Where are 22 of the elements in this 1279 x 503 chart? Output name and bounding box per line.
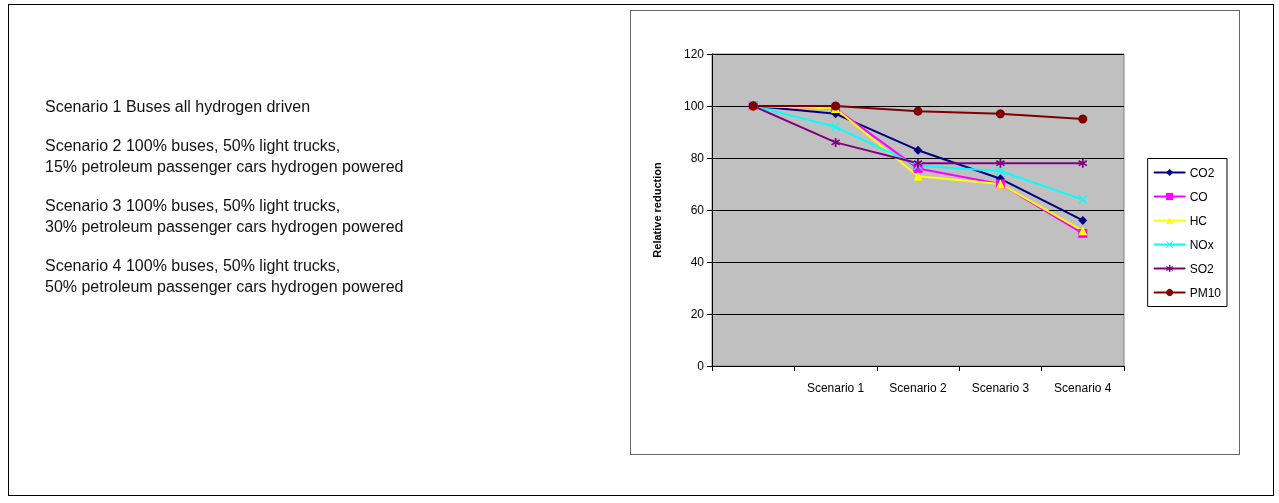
text: Scenario 1 Buses all hydrogen driven	[45, 97, 312, 117]
text: Scenario 3 100% buses, 50% light trucks, 30% petroleum passenger cars hydrogen powered	[45, 196, 405, 237]
legend-label: PM10	[1189, 285, 1222, 300]
text: Scenario 4 100% buses, 50% light trucks, 50% petroleum passenger cars hydrogen powered	[45, 256, 405, 297]
y-tick-label: 120	[683, 47, 705, 61]
y-tick-label: 0	[697, 359, 705, 373]
y-tick-label: 60	[690, 203, 705, 217]
legend-label: CO2	[1189, 165, 1215, 180]
legend-label: CO	[1189, 189, 1208, 204]
y-axis-title: Relative reduction	[650, 162, 663, 258]
x-tick-label: Scenario 3	[971, 381, 1030, 395]
x-tick-label: Scenario 1	[806, 381, 865, 395]
text: Scenario 2 100% buses, 50% light trucks, 15% petroleum passenger cars hydrogen powered	[45, 136, 405, 177]
legend-label: SO2	[1189, 261, 1214, 276]
legend-label: NOx	[1189, 237, 1214, 252]
legend-label: HC	[1189, 213, 1208, 228]
y-tick-label: 20	[690, 307, 705, 321]
x-tick-label: Scenario 4	[1054, 381, 1112, 395]
x-tick-label: Scenario 2	[889, 381, 948, 395]
y-tick-label: 40	[690, 255, 705, 269]
y-tick-label: 80	[690, 151, 705, 165]
y-tick-label: 100	[683, 99, 705, 113]
